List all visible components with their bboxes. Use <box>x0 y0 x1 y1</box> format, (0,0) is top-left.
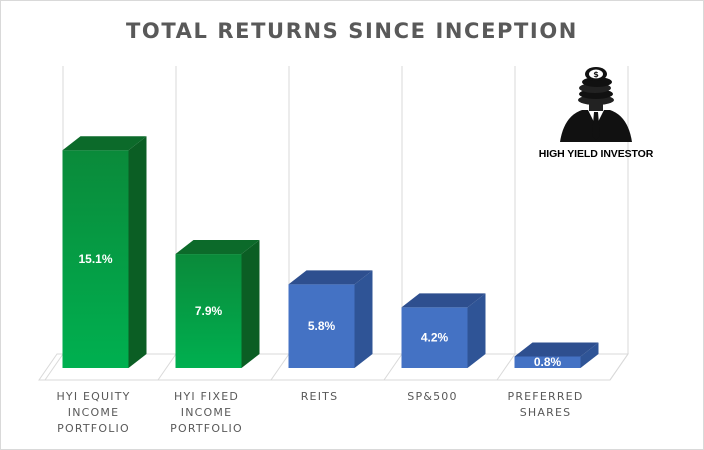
category-label: SP&500 <box>407 390 457 403</box>
bar-top <box>288 270 373 285</box>
bar-front <box>62 150 129 368</box>
category-label: PORTFOLIO <box>57 422 130 435</box>
category-label: PREFERRED <box>507 390 583 403</box>
data-label: 7.9% <box>195 304 223 318</box>
category-label: SHARES <box>520 406 572 419</box>
bar-top <box>175 240 260 255</box>
bar-side <box>128 136 147 368</box>
data-label: 4.2% <box>421 331 449 345</box>
bar-front <box>288 284 355 368</box>
category-label: HYI EQUITY <box>56 390 130 403</box>
bar: 4.2% <box>401 293 486 368</box>
bar-side <box>467 293 486 368</box>
data-label: 15.1% <box>78 252 112 266</box>
bar-top <box>401 293 486 308</box>
bar-front <box>401 307 468 368</box>
bar-top <box>514 342 599 357</box>
floor-grid-line <box>383 353 403 381</box>
bar-front <box>514 356 581 368</box>
category-label: INCOME <box>68 406 119 419</box>
data-label: 5.8% <box>308 319 336 333</box>
bar-side <box>580 342 599 368</box>
floor-grid-line <box>157 353 177 381</box>
category-label: REITS <box>301 390 339 403</box>
bars: 15.1% 7.9% 5.8% 4.2% 0.8% <box>62 136 599 369</box>
bar-side <box>354 270 373 368</box>
floor-grid-line <box>270 353 290 381</box>
bar: 5.8% <box>288 270 373 368</box>
data-label: 0.8% <box>534 355 562 369</box>
bar: 7.9% <box>175 240 260 368</box>
floor-grid-line <box>496 353 516 381</box>
bar-front <box>175 254 242 368</box>
category-labels: HYI EQUITY INCOME PORTFOLIO HYI FIXED INCOME… <box>56 390 583 435</box>
high-yield-investor-logo: $ HIGH YIELD INVESTOR <box>530 64 662 164</box>
category-label: HYI FIXED <box>174 390 239 403</box>
investor-silhouette-icon: $ <box>560 67 632 142</box>
bar: 15.1% <box>62 136 147 368</box>
chart-title: TOTAL RETURNS SINCE INCEPTION <box>126 19 578 43</box>
svg-text:$: $ <box>593 70 599 79</box>
floor-grid-line <box>44 353 64 381</box>
category-label: PORTFOLIO <box>170 422 243 435</box>
bar: 0.8% <box>514 342 599 369</box>
chart-floor <box>38 353 629 381</box>
bar-top <box>62 136 147 151</box>
logo-text: HIGH YIELD INVESTOR <box>538 148 654 160</box>
category-label: INCOME <box>181 406 232 419</box>
bar-side <box>241 240 260 368</box>
